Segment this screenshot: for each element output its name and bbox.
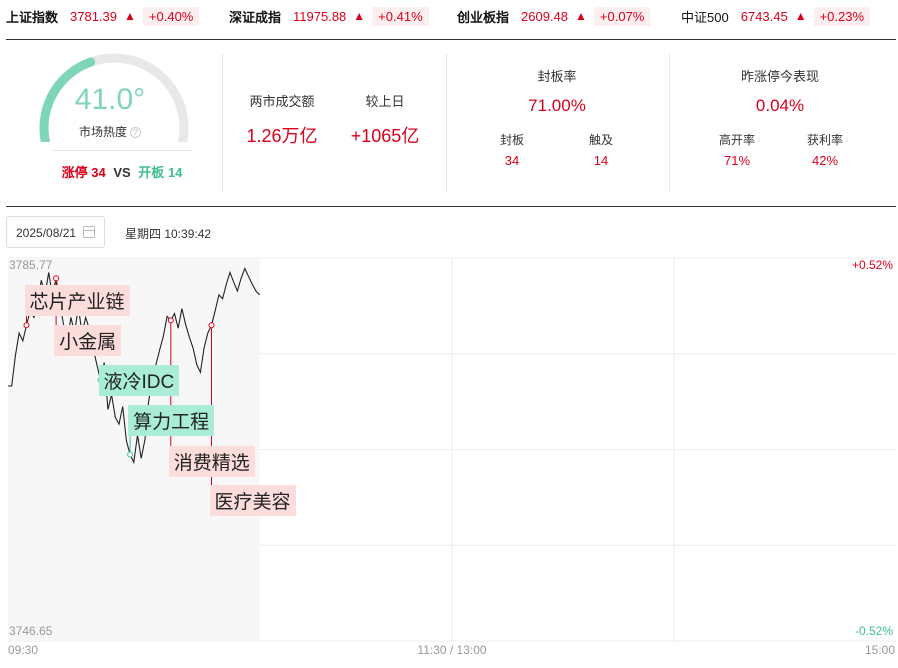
ticker-price: 11975.88: [293, 8, 347, 24]
calendar-icon[interactable]: [83, 226, 95, 238]
ticker-sh-composite[interactable]: 上证指数 3781.39 ▲ +0.40%: [6, 5, 200, 27]
sealed-label: 封板: [499, 133, 524, 147]
sector-tag[interactable]: 芯片产业链: [24, 285, 130, 316]
date-value: 2025/08/21: [16, 226, 77, 240]
limit-up-vs-opened: 涨停 34 VS 开板 14: [52, 162, 192, 181]
heat-gauge: [39, 53, 189, 142]
x-tick-label: 09:30: [8, 643, 38, 657]
touched-label: 触及: [588, 133, 613, 147]
annotation-marker: [53, 275, 60, 282]
x-tick-label: 15:00: [865, 643, 895, 657]
ticker-name: 上证指数: [6, 9, 59, 25]
touched-count: 14: [593, 153, 609, 168]
high-open-value: 71%: [723, 153, 751, 168]
sector-tag[interactable]: 医疗美容: [209, 485, 296, 516]
ticker-name: 深证成指: [229, 9, 282, 25]
pct-max-label: +0.52%: [852, 258, 893, 272]
up-arrow-icon: ▲: [794, 9, 807, 23]
ticker-sz-component[interactable]: 深证成指 11975.88 ▲ +0.41%: [229, 5, 429, 27]
sealed-count: 34: [504, 153, 520, 168]
heat-value: 41.0°: [74, 83, 146, 116]
pct-min-label: -0.52%: [855, 624, 893, 638]
ticker-name: 中证500: [681, 9, 729, 25]
turnover-value: 1.26万亿: [246, 126, 318, 146]
profit-label: 获利率: [806, 133, 843, 147]
date-picker[interactable]: 2025/08/21: [6, 216, 105, 248]
sector-tag[interactable]: 算力工程: [128, 405, 215, 436]
ticker-change-badge: +0.41%: [372, 6, 429, 26]
divider: [52, 150, 192, 151]
annotation-marker: [208, 322, 215, 329]
divider: [222, 54, 223, 192]
index-price-line: [8, 267, 260, 465]
ticker-price: 2609.48: [521, 8, 569, 24]
up-arrow-icon: ▲: [575, 9, 587, 23]
y-min-label: 3746.65: [9, 624, 53, 638]
heat-label-row: 市场热度?: [50, 123, 170, 140]
ticker-price: 3781.39: [70, 8, 118, 24]
limit-up-label: 涨停: [61, 165, 88, 180]
ticker-change-badge: +0.07%: [593, 6, 651, 26]
limit-up-count: 34: [91, 165, 106, 180]
ticker-price: 6743.45: [740, 8, 788, 24]
opened-label: 开板: [138, 165, 165, 180]
high-open-label: 高开率: [718, 133, 755, 147]
profit-value: 42%: [811, 153, 839, 168]
turnover-change: +1065亿: [350, 126, 420, 146]
up-arrow-icon: ▲: [124, 9, 136, 23]
index-ticker-bar: 上证指数 3781.39 ▲ +0.40% 深证成指 11975.88 ▲ +0…: [0, 0, 898, 34]
seal-rate-value: 71.00%: [528, 96, 586, 115]
turnover-change-label: 较上日: [365, 94, 405, 109]
ticker-csi500[interactable]: 中证500 6743.45 ▲ +0.23%: [681, 5, 871, 27]
divider: [6, 206, 896, 207]
sector-tag[interactable]: 消费精选: [168, 446, 255, 477]
up-arrow-icon: ▲: [353, 9, 366, 23]
opened-count: 14: [167, 165, 183, 180]
yesterday-value: 0.04%: [755, 96, 805, 115]
ticker-chinext[interactable]: 创业板指 2609.48 ▲ +0.07%: [457, 5, 651, 27]
question-icon[interactable]: ?: [130, 127, 141, 139]
intraday-chart[interactable]: 3785.77 3746.65 +0.52% -0.52% 09:30 11:30 / 1…: [0, 255, 898, 663]
sector-tag[interactable]: 小金属: [54, 325, 122, 356]
weekday-time: 星期四 10:39:42: [125, 227, 212, 241]
divider: [446, 54, 447, 192]
annotation-marker: [23, 322, 30, 329]
divider: [669, 54, 670, 192]
x-tick-label: 11:30 / 13:00: [417, 643, 486, 657]
heat-label: 市场热度: [78, 125, 127, 139]
ticker-name: 创业板指: [457, 9, 510, 25]
seal-rate-title: 封板率: [537, 69, 577, 84]
ticker-change-badge: +0.23%: [813, 6, 871, 26]
gauge-fill: [39, 57, 96, 142]
annotation-marker: [167, 317, 174, 324]
yesterday-title: 昨涨停今表现: [740, 69, 819, 84]
divider: [6, 39, 896, 40]
annotation-marker: [127, 451, 134, 458]
y-max-label: 3785.77: [9, 258, 53, 272]
turnover-label: 两市成交额: [249, 94, 315, 109]
sector-tag[interactable]: 液冷IDC: [98, 365, 180, 396]
ticker-change-badge: +0.40%: [142, 6, 200, 26]
vs-text: VS: [113, 165, 131, 180]
